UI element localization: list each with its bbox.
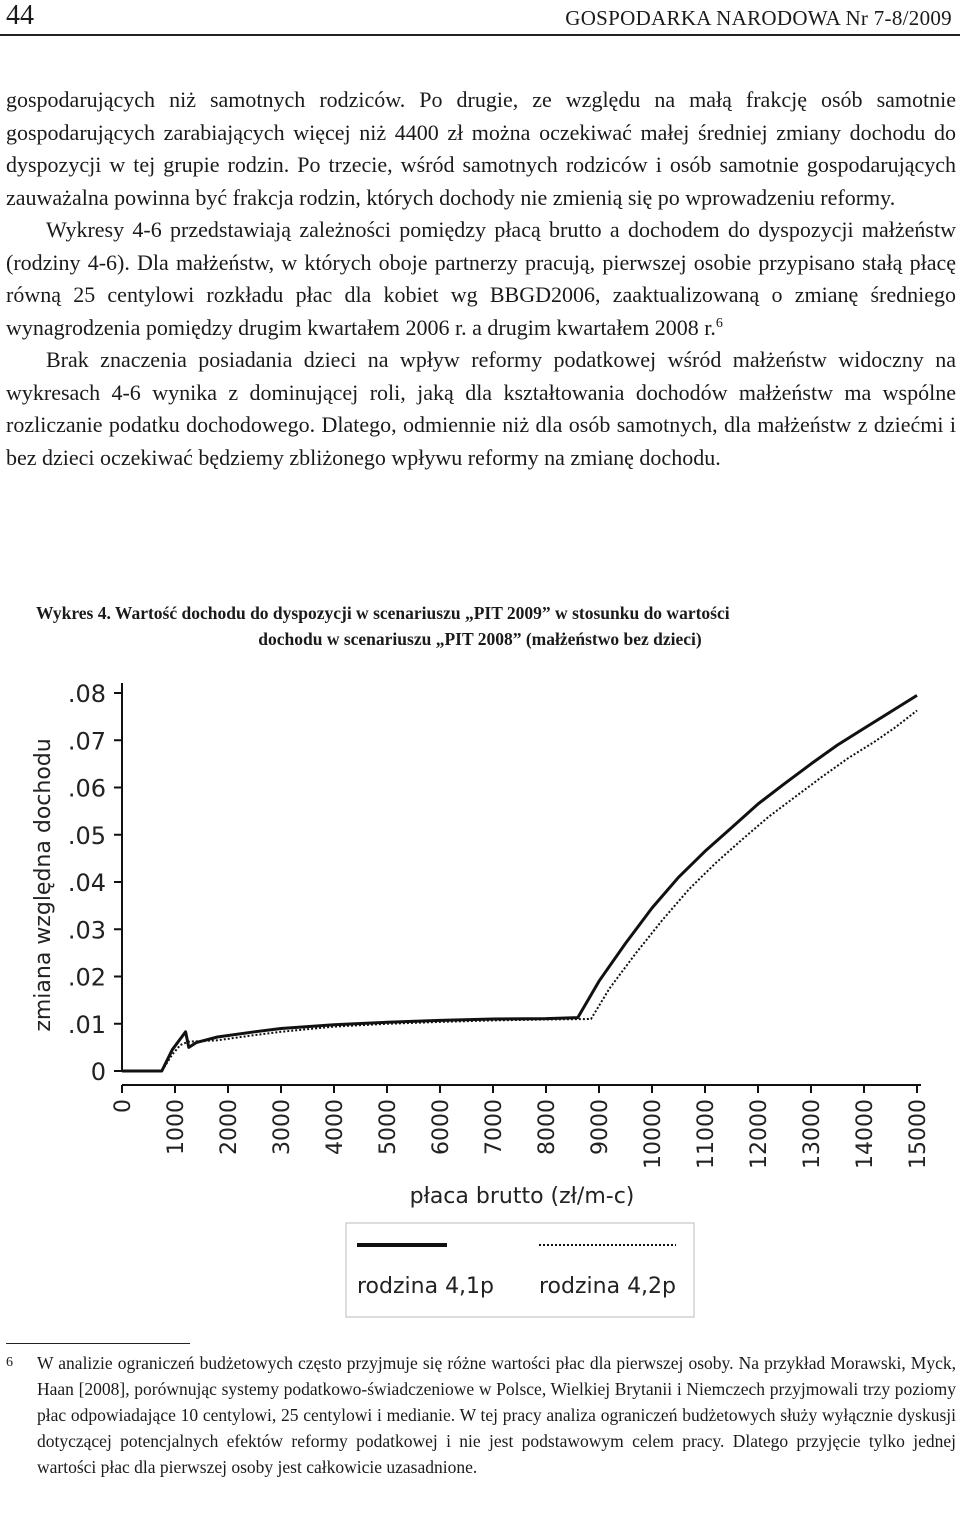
x-tick-label: 9000 [588,1099,613,1155]
paragraph-3: Brak znaczenia posiadania dzieci na wpły… [6,347,956,470]
line-chart: 0 .01 .02 .03 .04 .05 .06 .07 .08 0 1000 2000 3000 4… [31,680,931,1318]
x-tick-label: 12000 [747,1099,772,1169]
y-tick-label: 0 [91,1058,106,1086]
series-lines [122,694,918,1073]
footnote-text: W analizie ograniczeń budżetowych często… [37,1353,956,1477]
footnote: 6 W analizie ograniczeń budżetowych częs… [6,1350,956,1480]
journal-title: GOSPODARKA NARODOWA Nr 7-8/2009 [565,6,952,30]
x-tick-label: 4000 [323,1099,348,1155]
figure-caption-line-1: Wykres 4. Wartość dochodu do dyspozycji … [36,603,730,623]
x-tick-label: 14000 [853,1099,878,1169]
y-axis-label: zmiana względna dochodu [31,738,56,1031]
legend-label-1: rodzina 4,1p [357,1274,494,1299]
x-tick-label: 6000 [429,1099,454,1155]
y-axis: 0 .01 .02 .03 .04 .05 .06 .07 .08 [68,680,123,1086]
y-tick-label: .04 [68,869,106,897]
figure-caption-line-2: dochodu w scenariuszu „PIT 2008” (małżeń… [258,629,702,649]
x-tick-label: 15000 [906,1099,931,1169]
body-text: gospodarujących niż samotnych rodziców. … [6,84,956,474]
x-tick-label: 3000 [270,1099,295,1155]
footnote-ref[interactable]: 6 [715,315,723,331]
y-tick-label: .06 [68,775,106,803]
x-tick-label: 8000 [535,1099,560,1155]
page-header: 44 GOSPODARKA NARODOWA Nr 7-8/2009 [0,0,960,36]
x-tick-label: 5000 [376,1099,401,1155]
figure-caption: Wykres 4. Wartość dochodu do dyspozycji … [36,600,924,652]
paragraph-2-text: Wykresy 4-6 przedstawiają zależności pom… [6,217,956,340]
page-number: 44 [6,0,34,31]
legend-label-2: rodzina 4,2p [539,1274,676,1299]
paragraph-2: Wykresy 4-6 przedstawiają zależności pom… [6,214,956,344]
paragraph-1: gospodarujących niż samotnych rodziców. … [6,87,956,210]
y-tick-label: .07 [68,727,106,755]
x-tick-label: 7000 [482,1099,507,1155]
chart-container: 0 .01 .02 .03 .04 .05 .06 .07 .08 0 1000 2000 3000 4… [0,665,960,1325]
x-tick-label: 13000 [800,1099,825,1169]
y-tick-label: .02 [68,964,106,992]
footnote-number: 6 [6,1355,13,1370]
x-axis-label: płaca brutto (zł/m-c) [410,1184,635,1209]
x-tick-label: 11000 [694,1099,719,1169]
footnote-divider [6,1343,190,1344]
x-axis: 0 1000 2000 3000 4000 5000 6000 7000 8000 9000 100… [111,1084,931,1169]
series-line-1 [122,694,918,1073]
x-tick-label: 10000 [641,1099,666,1169]
series-line-2 [122,709,918,1072]
y-tick-label: .08 [68,680,106,708]
y-tick-label: .03 [68,916,106,944]
y-tick-label: .05 [68,822,106,850]
x-tick-label: 0 [111,1099,136,1113]
x-tick-label: 2000 [217,1099,242,1155]
x-tick-label: 1000 [164,1099,189,1155]
legend-box [345,1222,695,1318]
chart-legend: rodzina 4,1p rodzina 4,2p [345,1222,695,1318]
y-tick-label: .01 [68,1011,106,1039]
